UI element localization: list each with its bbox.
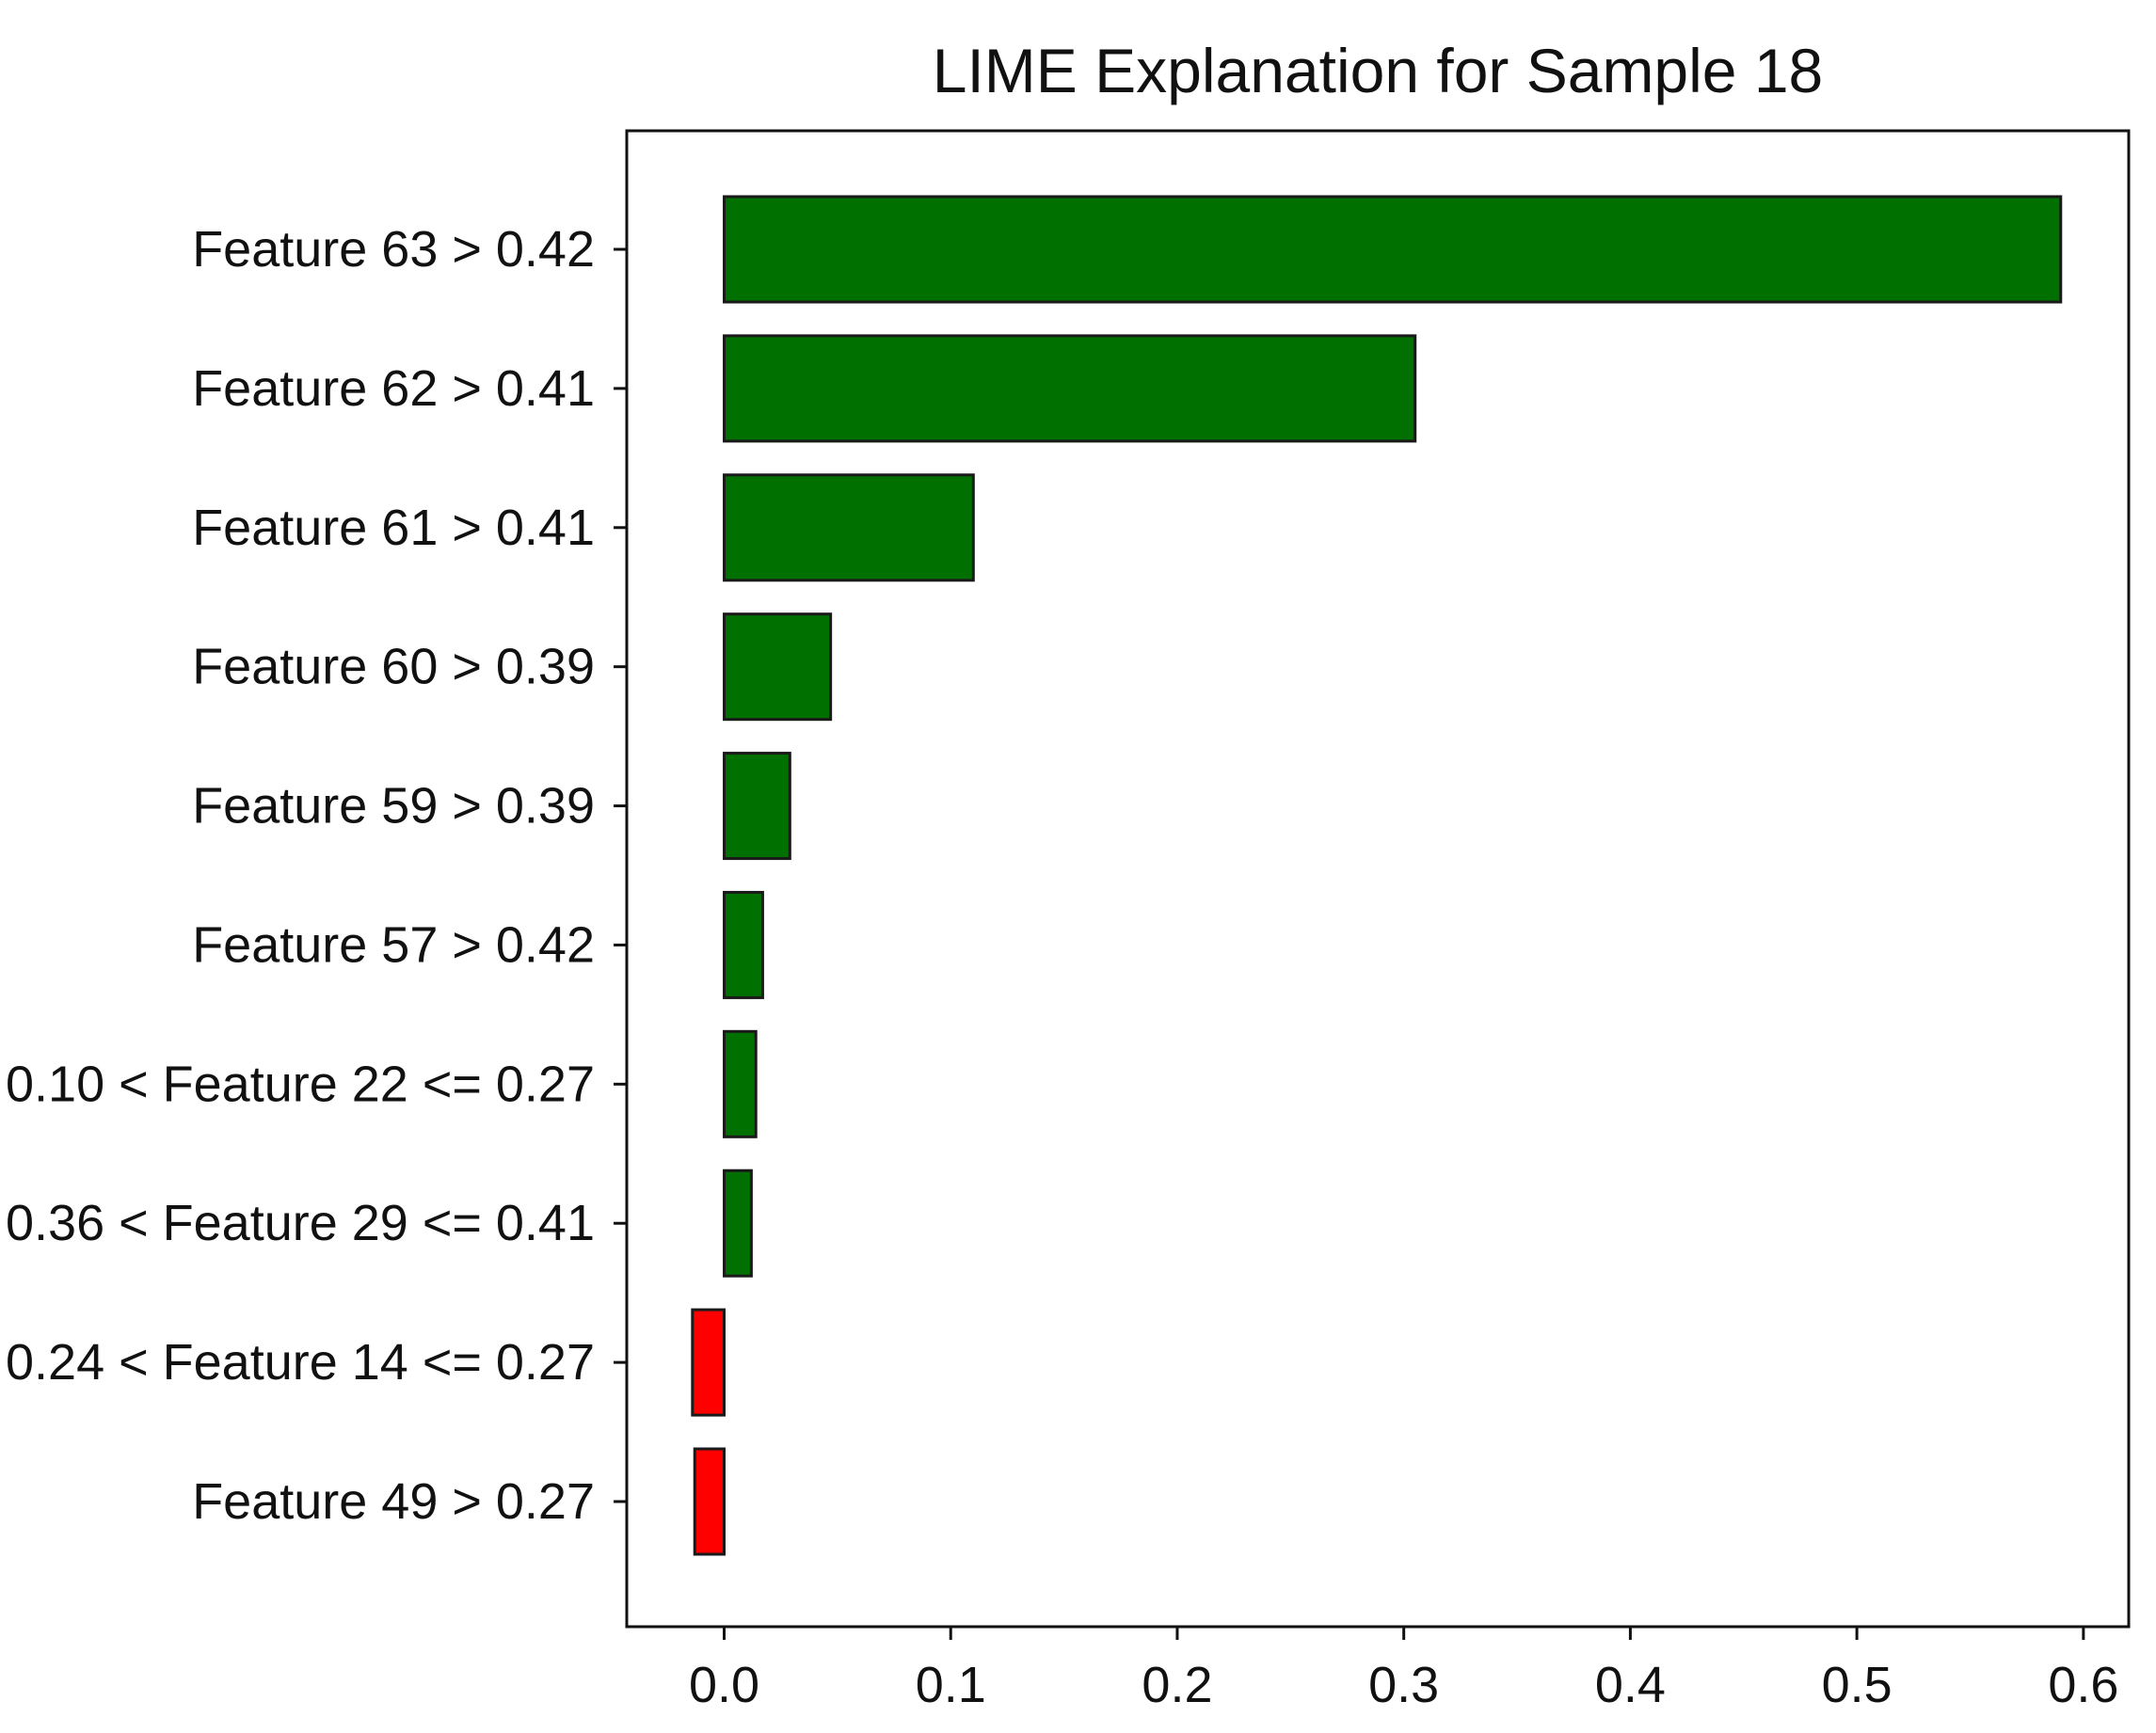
xtick-label: 0.2: [1142, 1657, 1212, 1713]
bar-8: [723, 1169, 753, 1278]
xtick-label: 0.5: [1822, 1657, 1892, 1713]
bar-7: [723, 1029, 758, 1138]
bar-10: [693, 1447, 727, 1556]
bar-4: [723, 612, 833, 722]
xtick-label: 0.6: [2048, 1657, 2118, 1713]
y-axis: Feature 63 > 0.42 Feature 62 > 0.41 Featur…: [6, 221, 627, 1530]
xtick-label: 0.4: [1595, 1657, 1666, 1713]
ytick-label: Feature 60 > 0.39: [192, 639, 595, 695]
bar-3: [723, 473, 975, 582]
plot-frame: [625, 129, 2131, 1629]
ytick-label: 0.36 < Feature 29 <= 0.41: [6, 1195, 595, 1251]
xtick-label: 0.1: [916, 1657, 986, 1713]
bar-1: [723, 195, 2063, 304]
xtick-label: 0.3: [1368, 1657, 1439, 1713]
ytick-label: Feature 49 > 0.27: [192, 1473, 595, 1530]
bar-2: [723, 334, 1417, 443]
bar-6: [723, 890, 764, 999]
ytick-label: 0.10 < Feature 22 <= 0.27: [6, 1056, 595, 1112]
ytick-label: 0.24 < Feature 14 <= 0.27: [6, 1334, 595, 1391]
ytick-label: Feature 63 > 0.42: [192, 221, 595, 278]
ytick-label: Feature 62 > 0.41: [192, 360, 595, 417]
chart-title: LIME Explanation for Sample 18: [933, 36, 1824, 105]
ytick-label: Feature 59 > 0.39: [192, 778, 595, 835]
ytick-label: Feature 61 > 0.41: [192, 500, 595, 556]
x-axis: 0.0 0.1 0.2 0.3 0.4 0.5 0.6: [689, 1627, 2118, 1713]
bars-group: [691, 195, 2063, 1556]
ytick-label: Feature 57 > 0.42: [192, 916, 595, 973]
bar-5: [723, 752, 791, 861]
bar-9: [691, 1308, 727, 1417]
xtick-label: 0.0: [689, 1657, 759, 1713]
